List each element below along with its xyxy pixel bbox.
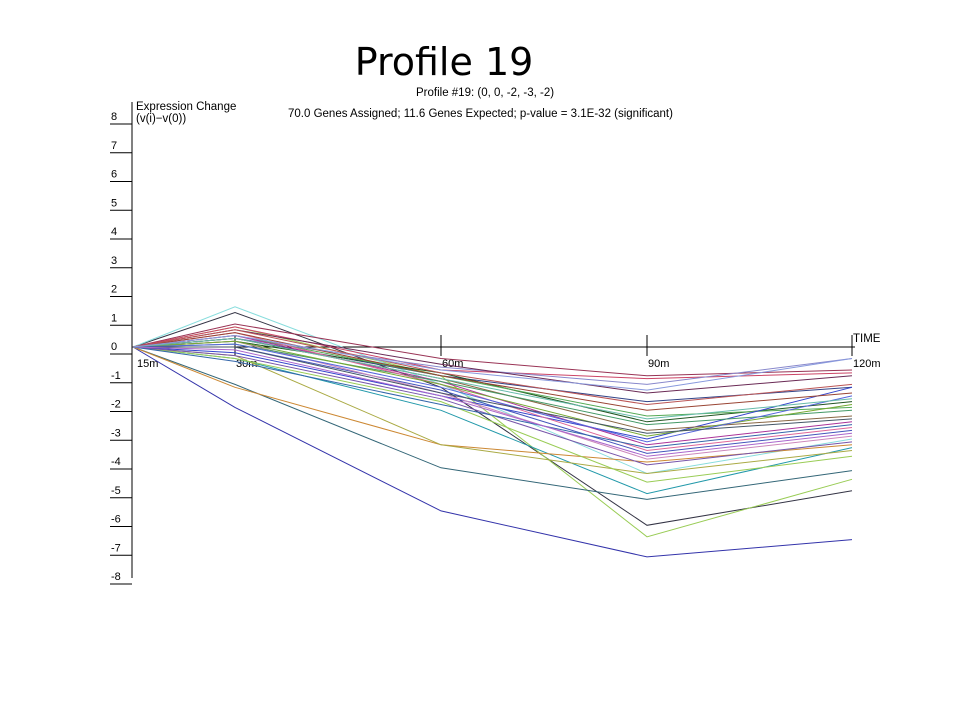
series-line-2 xyxy=(132,311,853,526)
y-tick-label: 1 xyxy=(111,312,117,324)
series-line-10 xyxy=(132,323,853,377)
series-lines xyxy=(132,306,853,558)
y-tick-label: -6 xyxy=(111,514,121,526)
x-tick-label: 15m xyxy=(137,358,158,370)
y-axis-formula: (v(i)−v(0)) xyxy=(136,113,186,125)
series-line-9 xyxy=(132,346,853,483)
slide-title: Profile 19 xyxy=(354,40,534,84)
y-tick-label: 2 xyxy=(111,284,117,296)
y-tick-label: -3 xyxy=(111,427,121,439)
chart-title: Profile #19: (0, 0, -2, -3, -2) xyxy=(416,87,554,99)
x-tick-label: 90m xyxy=(648,358,669,370)
series-line-27 xyxy=(132,340,853,437)
series-line-11 xyxy=(132,326,853,380)
x-tick-label: 120m xyxy=(853,358,881,370)
y-tick-label: -1 xyxy=(111,370,121,382)
y-tick-label: 6 xyxy=(111,169,117,181)
y-tick-label: 4 xyxy=(111,226,117,238)
series-line-26 xyxy=(132,332,853,411)
y-tick-label: -2 xyxy=(111,399,121,411)
chart-subtitle: 70.0 Genes Assigned; 11.6 Genes Expected… xyxy=(288,108,673,120)
series-line-28 xyxy=(132,343,853,443)
y-tick-label: -5 xyxy=(111,485,121,497)
y-tick-label: 7 xyxy=(111,140,117,152)
series-line-30 xyxy=(133,346,853,434)
y-axis-label: Expression Change xyxy=(136,101,236,113)
series-line-33 xyxy=(132,334,853,391)
y-tick-label: -7 xyxy=(111,542,121,554)
series-line-18 xyxy=(132,334,853,446)
y-tick-label: 5 xyxy=(111,197,117,209)
series-line-31 xyxy=(132,346,853,457)
y-tick-label: 8 xyxy=(111,111,117,123)
y-tick-label: -8 xyxy=(111,571,121,583)
series-line-1 xyxy=(132,346,853,558)
series-line-23 xyxy=(132,346,853,466)
y-ticks: 8 7 6 5 4 3 2 1 0 -1 -2 -3 -4 -5 -6 -7 -8 xyxy=(110,111,132,585)
series-line-25 xyxy=(132,346,853,449)
y-tick-label: 3 xyxy=(111,255,117,267)
x-axis-label: TIME xyxy=(853,333,881,345)
y-tick-label: -4 xyxy=(111,456,121,468)
y-tick-label: 0 xyxy=(111,341,117,353)
series-line-32 xyxy=(132,337,853,420)
series-line-4 xyxy=(132,346,853,500)
series-line-29 xyxy=(132,329,853,406)
